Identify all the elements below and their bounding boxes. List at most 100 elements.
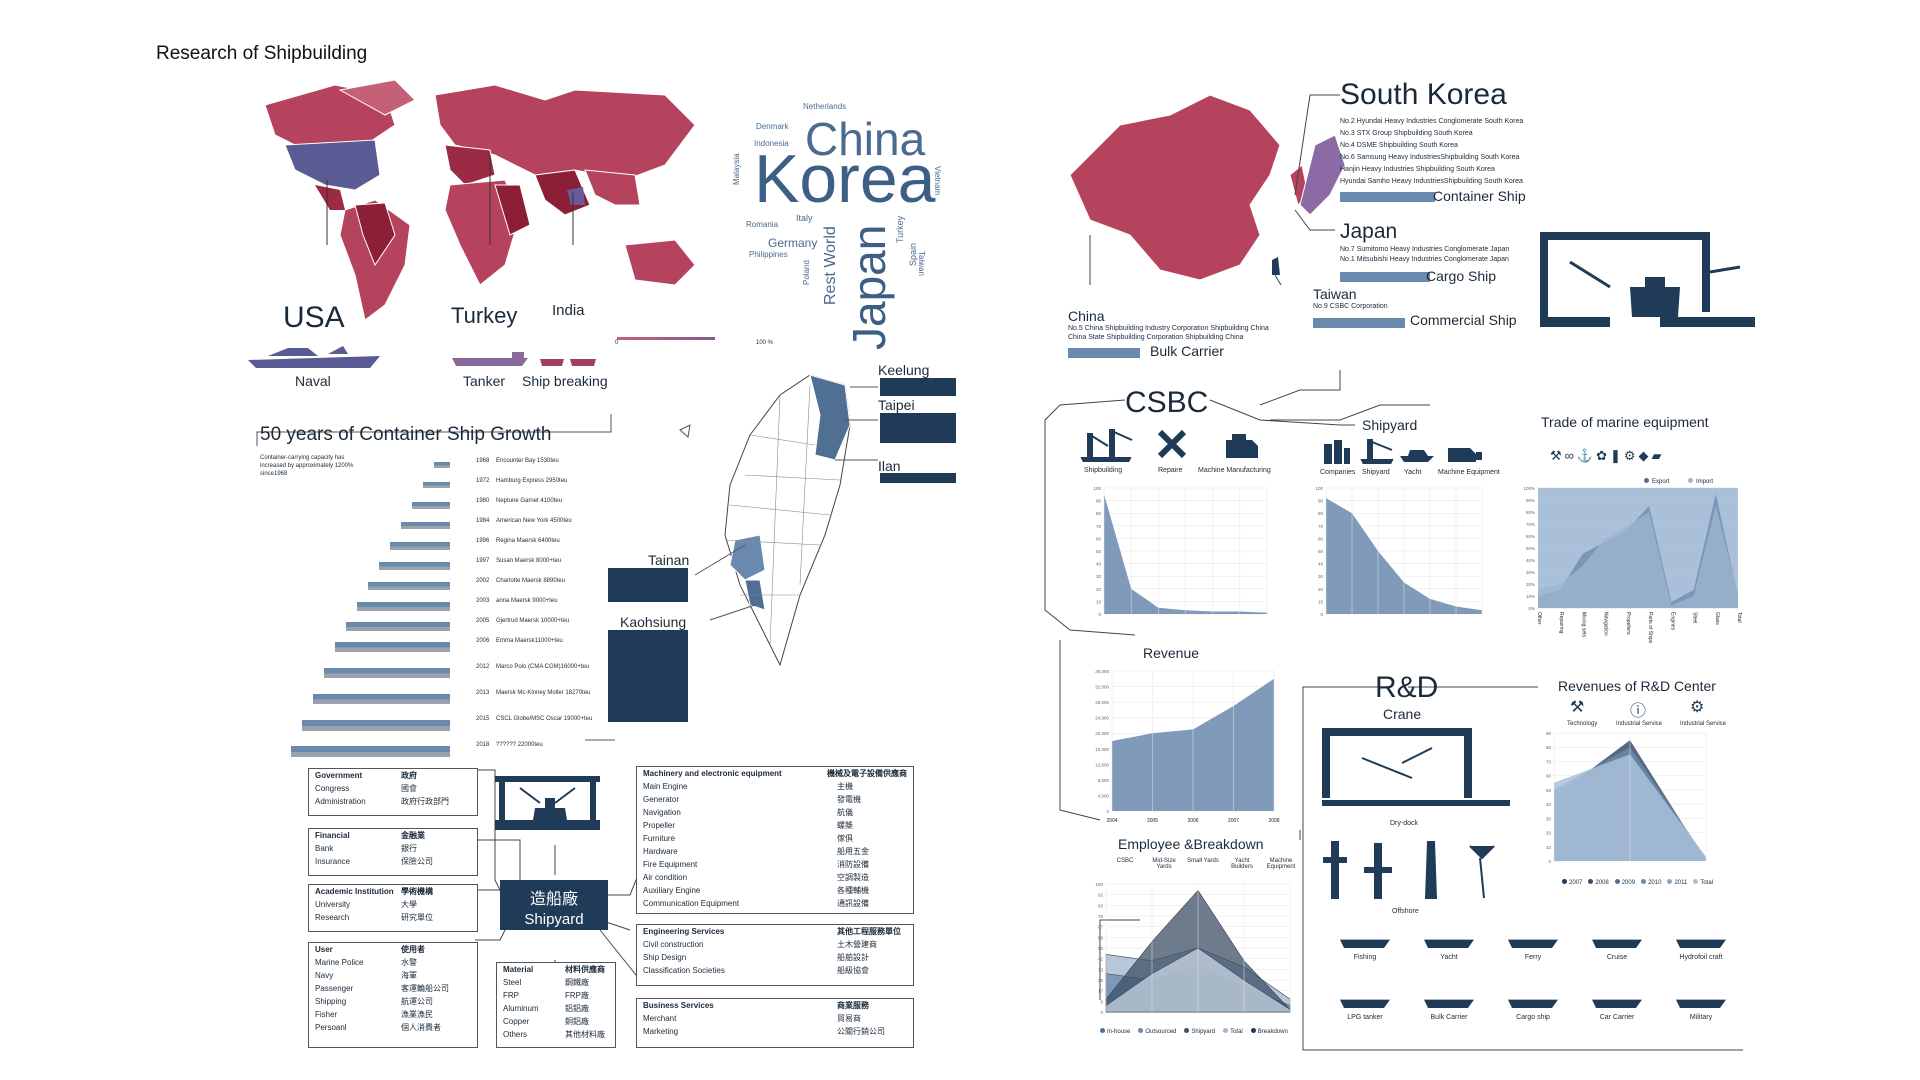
- commercial-ship-icon: [1313, 318, 1405, 328]
- user-header: User 使用者: [309, 943, 477, 956]
- vessel-grid: Fishing Yacht Ferry Cruise Hydrofoil craft LP…: [1330, 920, 1730, 1040]
- academic-header: Academic Institution 學術機構: [309, 885, 477, 898]
- icon-label-machine-equipment: Machine Equipment: [1438, 469, 1500, 476]
- ship-name: Regina Maersk 6400teu: [496, 538, 560, 544]
- container-ship-icon: [324, 668, 450, 678]
- machinery-box: Machinery and electronic equipment 機械及電子設…: [636, 766, 914, 914]
- row-label-zh: 銀行: [401, 844, 417, 853]
- row-label-zh: 船用五金: [837, 847, 869, 856]
- x-tick-label: 2007: [1228, 818, 1239, 824]
- csbc-title: CSBC: [1125, 386, 1209, 419]
- trade-legend-import-label: Import: [1696, 479, 1714, 485]
- y-tick-label: 90: [1546, 731, 1552, 736]
- word-vietnam: Vietnam: [933, 166, 942, 196]
- y-tick-label: 90: [1318, 499, 1324, 504]
- shipyard-chart: 0 10 20 30 40 50 60 70 80 90 100: [1315, 486, 1483, 617]
- x-tick-label: Parts of Ships: [1647, 612, 1653, 644]
- government-row: Administration 政府行政部門: [309, 795, 477, 808]
- row-label-zh: 其他材料廠: [565, 1030, 605, 1039]
- x-tick-label: Other: [1536, 612, 1542, 625]
- rnd-drydock-icon: [1322, 728, 1510, 806]
- y-tick-label: 90%: [1526, 498, 1535, 503]
- x-tick-label: Glass: [1714, 612, 1720, 625]
- machinery-row: Fire Equipment 消防設備: [637, 858, 913, 871]
- row-label-en: Air condition: [643, 873, 688, 882]
- revenue-title: Revenue: [1143, 645, 1200, 661]
- rnd-legend-label: 2008: [1595, 880, 1609, 886]
- row-label-en: Passenger: [315, 984, 354, 993]
- vessel-item: Military: [1666, 980, 1736, 1021]
- y-tick-label: 50: [1098, 946, 1104, 951]
- row-label-en: Generator: [643, 795, 680, 804]
- x-tick-label: Total: [1736, 612, 1742, 623]
- city-kaohsiung: Kaohsiung: [620, 614, 687, 630]
- x-tick-label: 2008: [1268, 818, 1279, 824]
- y-tick-label: 8,000: [1098, 778, 1110, 783]
- area-series: [1538, 506, 1738, 608]
- row-label-zh: 傢俱: [837, 834, 853, 843]
- row-label-en: Civil construction: [643, 940, 704, 949]
- employee-legend: In-house Outsourced Shipyard Total Breakdown: [1100, 1028, 1288, 1035]
- container-ship-icon: [302, 720, 450, 731]
- row-label-en: Merchant: [643, 1014, 677, 1023]
- row-label-en: Financial: [315, 831, 350, 840]
- user-row: Marine Police 水警: [309, 956, 477, 969]
- row-label-zh: 客運輪船公司: [401, 984, 449, 993]
- vessel-item: Car Carrier: [1582, 980, 1652, 1021]
- machinery-row: Main Engine 主機: [637, 780, 913, 793]
- row-label-en: Bank: [315, 844, 334, 853]
- y-tick-label: 70: [1318, 524, 1324, 529]
- row-label-en: Navy: [315, 971, 334, 980]
- material-row: Copper 銅鋁廠: [497, 1015, 615, 1028]
- y-tick-label: 80: [1318, 511, 1324, 516]
- row-label-zh: 國會: [401, 784, 417, 793]
- rnd-legend-item: 2008: [1588, 879, 1609, 886]
- machinery-header: Machinery and electronic equipment 機械及電子設…: [637, 767, 913, 780]
- row-label-en: Main Engine: [643, 782, 688, 791]
- container-ship-icon: [346, 622, 450, 632]
- taiwan-company-list: No.9 CSBC Corporation: [1313, 303, 1388, 310]
- vessel-item: Ferry: [1498, 920, 1568, 961]
- y-tick-label: 0: [1106, 809, 1109, 814]
- page-title: Research of Shipbuilding: [156, 43, 368, 64]
- row-label-en: Fire Equipment: [643, 860, 698, 869]
- ship-name: Charlotte Maersk 8890teu: [496, 578, 566, 584]
- ship-year: 2006: [476, 638, 490, 644]
- y-tick-label: 20: [1318, 587, 1324, 592]
- icon-label-companies: Companies: [1320, 469, 1356, 476]
- y-tick-label: 60: [1318, 536, 1324, 541]
- x-tick-label: Engines: [1669, 612, 1675, 631]
- company-entry: China State Shipbuilding Corporation Shi…: [1068, 334, 1244, 341]
- x-tick-label: Navigation: [1603, 612, 1609, 636]
- shipyard-center[interactable]: 造船廠 Shipyard: [500, 880, 608, 930]
- ship-year: 1997: [476, 558, 490, 564]
- company-entry: Hyundai Samho Heavy IndustriesShipbuildi…: [1340, 178, 1523, 185]
- engineering-row: Ship Design 船舶設計: [637, 951, 913, 964]
- row-label-en: Fisher: [315, 1010, 338, 1019]
- y-tick-label: 50: [1546, 788, 1552, 793]
- rnd-legend-label: 2007: [1569, 880, 1583, 886]
- y-tick-label: 50%: [1526, 546, 1535, 551]
- y-tick-label: 0: [1320, 612, 1323, 617]
- business-row: Merchant 貿易商: [637, 1012, 913, 1025]
- y-tick-label: 100: [1093, 486, 1101, 491]
- machine-equipment-icon: [1448, 448, 1482, 462]
- company-entry: Hanjin Heavy Industries Shipbuilding Sou…: [1340, 166, 1495, 173]
- employee-legend-label: Total: [1230, 1029, 1243, 1035]
- ship-year: 1980: [476, 498, 490, 504]
- label-japan: Japan: [1340, 220, 1398, 243]
- vessel-item: Bulk Carrier: [1414, 980, 1484, 1021]
- row-label-en: Auxiliary Engine: [643, 886, 701, 895]
- employee-legend-item: Total: [1223, 1028, 1243, 1035]
- y-tick-label: 70: [1096, 524, 1102, 529]
- rnd-icon-label-industrial-1: Industrial Service: [1616, 721, 1663, 727]
- row-label-en: User: [315, 945, 333, 954]
- user-row: Fisher 漁業漁民: [309, 1008, 477, 1021]
- row-label-en: Navigation: [643, 808, 681, 817]
- row-label-en: Research: [315, 913, 350, 922]
- y-tick-label: 42: [1098, 957, 1104, 962]
- row-label-zh: 公關行銷公司: [837, 1027, 885, 1036]
- company-entry: No.7 Sumitomo Heavy Industries Conglomer…: [1340, 246, 1510, 253]
- y-tick-label: 10: [1096, 599, 1102, 604]
- machinery-row: Air condition 空調製造: [637, 871, 913, 884]
